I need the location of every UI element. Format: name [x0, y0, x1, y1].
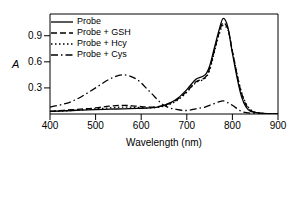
svg-text:900: 900 [270, 120, 287, 131]
svg-text:Wavelength (nm): Wavelength (nm) [126, 137, 202, 148]
svg-text:A: A [11, 58, 19, 70]
html-text:Probe + Hcy: Probe + Hcy [77, 38, 127, 48]
svg-text:600: 600 [133, 120, 150, 131]
html-text:Probe: Probe [77, 16, 101, 26]
svg-text:400: 400 [42, 120, 59, 131]
html-text:Probe + Cys: Probe + Cys [77, 49, 127, 59]
svg-text:0.9: 0.9 [28, 30, 42, 41]
html-text:Probe + GSH: Probe + GSH [77, 27, 131, 37]
svg-text:0.6: 0.6 [28, 56, 42, 67]
svg-text:500: 500 [87, 120, 104, 131]
svg-text:700: 700 [178, 120, 195, 131]
svg-text:0.3: 0.3 [28, 82, 42, 93]
svg-text:800: 800 [224, 120, 241, 131]
